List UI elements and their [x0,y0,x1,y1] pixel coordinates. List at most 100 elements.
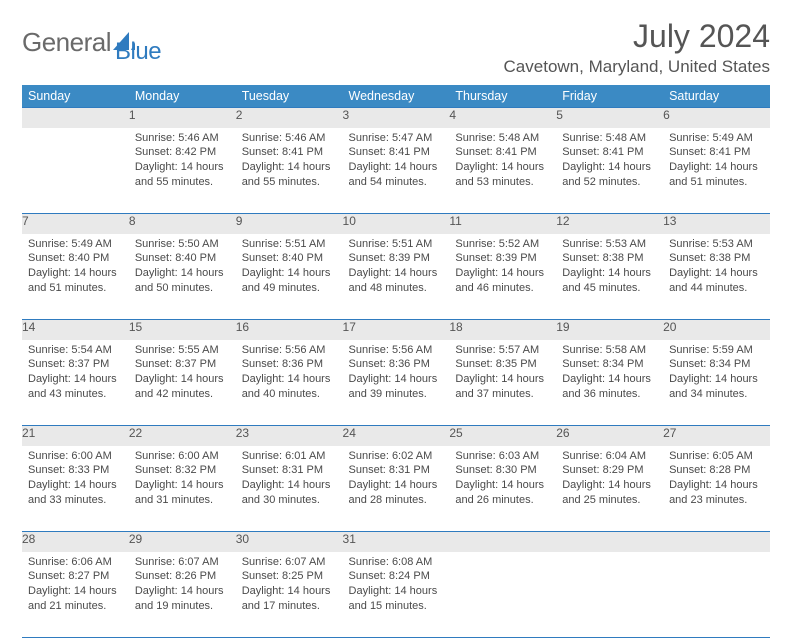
day-sunset: Sunset: 8:33 PM [28,463,123,478]
day-sunset: Sunset: 8:40 PM [135,251,230,266]
day-cell: Sunrise: 5:46 AMSunset: 8:41 PMDaylight:… [236,128,343,214]
day-sunset: Sunset: 8:39 PM [455,251,550,266]
day-number: 11 [449,214,556,234]
day-sunset: Sunset: 8:37 PM [135,357,230,372]
day-number: 6 [663,108,770,128]
day-sunrise: Sunrise: 6:07 AM [135,555,230,570]
day-sunset: Sunset: 8:40 PM [28,251,123,266]
day-number: 8 [129,214,236,234]
day-day1: Daylight: 14 hours [349,160,444,175]
day-sunrise: Sunrise: 5:56 AM [349,343,444,358]
day-day2: and 44 minutes. [669,281,764,296]
day-day1: Daylight: 14 hours [669,372,764,387]
day-number: 29 [129,532,236,552]
day-sunrise: Sunrise: 5:49 AM [669,131,764,146]
day-day1: Daylight: 14 hours [135,160,230,175]
day-number: 26 [556,426,663,446]
day-sunrise: Sunrise: 6:08 AM [349,555,444,570]
header: General Blue July 2024 Cavetown, Marylan… [22,18,770,77]
day-sunset: Sunset: 8:41 PM [669,145,764,160]
day-sunset: Sunset: 8:31 PM [349,463,444,478]
day-body: Sunrise: 6:08 AMSunset: 8:24 PMDaylight:… [343,552,450,620]
day-sunset: Sunset: 8:41 PM [242,145,337,160]
day-cell [22,128,129,214]
week-row: Sunrise: 5:49 AMSunset: 8:40 PMDaylight:… [22,234,770,320]
day-body: Sunrise: 5:46 AMSunset: 8:41 PMDaylight:… [236,128,343,196]
day-day2: and 42 minutes. [135,387,230,402]
col-thursday: Thursday [449,85,556,108]
day-sunrise: Sunrise: 6:04 AM [562,449,657,464]
day-cell: Sunrise: 6:04 AMSunset: 8:29 PMDaylight:… [556,446,663,532]
day-sunset: Sunset: 8:31 PM [242,463,337,478]
day-cell: Sunrise: 6:03 AMSunset: 8:30 PMDaylight:… [449,446,556,532]
day-cell [449,552,556,638]
day-day2: and 45 minutes. [562,281,657,296]
day-day1: Daylight: 14 hours [28,266,123,281]
day-day1: Daylight: 14 hours [349,372,444,387]
page-title: July 2024 [504,18,770,55]
day-cell: Sunrise: 5:48 AMSunset: 8:41 PMDaylight:… [556,128,663,214]
day-cell: Sunrise: 5:55 AMSunset: 8:37 PMDaylight:… [129,340,236,426]
day-body: Sunrise: 5:55 AMSunset: 8:37 PMDaylight:… [129,340,236,408]
day-sunrise: Sunrise: 5:46 AM [242,131,337,146]
day-day2: and 33 minutes. [28,493,123,508]
col-sunday: Sunday [22,85,129,108]
day-number [449,532,556,552]
day-sunset: Sunset: 8:24 PM [349,569,444,584]
day-sunrise: Sunrise: 5:48 AM [455,131,550,146]
day-sunset: Sunset: 8:37 PM [28,357,123,372]
day-number: 20 [663,320,770,340]
day-day1: Daylight: 14 hours [562,160,657,175]
day-day1: Daylight: 14 hours [349,478,444,493]
day-day2: and 26 minutes. [455,493,550,508]
day-day2: and 36 minutes. [562,387,657,402]
day-day2: and 39 minutes. [349,387,444,402]
day-number: 16 [236,320,343,340]
day-sunrise: Sunrise: 6:05 AM [669,449,764,464]
col-tuesday: Tuesday [236,85,343,108]
day-body: Sunrise: 5:58 AMSunset: 8:34 PMDaylight:… [556,340,663,408]
day-cell: Sunrise: 5:56 AMSunset: 8:36 PMDaylight:… [236,340,343,426]
col-friday: Friday [556,85,663,108]
day-day1: Daylight: 14 hours [455,372,550,387]
day-body: Sunrise: 6:00 AMSunset: 8:32 PMDaylight:… [129,446,236,514]
col-monday: Monday [129,85,236,108]
day-sunrise: Sunrise: 5:52 AM [455,237,550,252]
day-cell [663,552,770,638]
day-body: Sunrise: 5:46 AMSunset: 8:42 PMDaylight:… [129,128,236,196]
day-cell: Sunrise: 5:48 AMSunset: 8:41 PMDaylight:… [449,128,556,214]
day-body: Sunrise: 5:48 AMSunset: 8:41 PMDaylight:… [449,128,556,196]
day-sunrise: Sunrise: 6:01 AM [242,449,337,464]
day-day1: Daylight: 14 hours [669,266,764,281]
day-cell: Sunrise: 6:00 AMSunset: 8:32 PMDaylight:… [129,446,236,532]
day-body: Sunrise: 5:57 AMSunset: 8:35 PMDaylight:… [449,340,556,408]
day-sunrise: Sunrise: 5:56 AM [242,343,337,358]
day-cell: Sunrise: 6:02 AMSunset: 8:31 PMDaylight:… [343,446,450,532]
day-sunrise: Sunrise: 6:00 AM [135,449,230,464]
day-cell: Sunrise: 5:52 AMSunset: 8:39 PMDaylight:… [449,234,556,320]
day-day1: Daylight: 14 hours [28,584,123,599]
day-number [22,108,129,128]
day-body: Sunrise: 6:03 AMSunset: 8:30 PMDaylight:… [449,446,556,514]
daynum-row: 14151617181920 [22,320,770,340]
day-sunset: Sunset: 8:25 PM [242,569,337,584]
day-sunset: Sunset: 8:36 PM [349,357,444,372]
day-body: Sunrise: 6:04 AMSunset: 8:29 PMDaylight:… [556,446,663,514]
day-body: Sunrise: 6:01 AMSunset: 8:31 PMDaylight:… [236,446,343,514]
day-body: Sunrise: 5:47 AMSunset: 8:41 PMDaylight:… [343,128,450,196]
day-day1: Daylight: 14 hours [135,372,230,387]
day-sunset: Sunset: 8:38 PM [562,251,657,266]
day-number: 19 [556,320,663,340]
day-cell: Sunrise: 5:47 AMSunset: 8:41 PMDaylight:… [343,128,450,214]
day-body: Sunrise: 5:56 AMSunset: 8:36 PMDaylight:… [343,340,450,408]
day-day2: and 51 minutes. [28,281,123,296]
day-number: 1 [129,108,236,128]
day-body: Sunrise: 6:02 AMSunset: 8:31 PMDaylight:… [343,446,450,514]
day-cell: Sunrise: 6:08 AMSunset: 8:24 PMDaylight:… [343,552,450,638]
day-day1: Daylight: 14 hours [135,478,230,493]
day-number [663,532,770,552]
location-text: Cavetown, Maryland, United States [504,57,770,77]
day-body: Sunrise: 6:07 AMSunset: 8:25 PMDaylight:… [236,552,343,620]
day-day2: and 55 minutes. [135,175,230,190]
day-day2: and 55 minutes. [242,175,337,190]
